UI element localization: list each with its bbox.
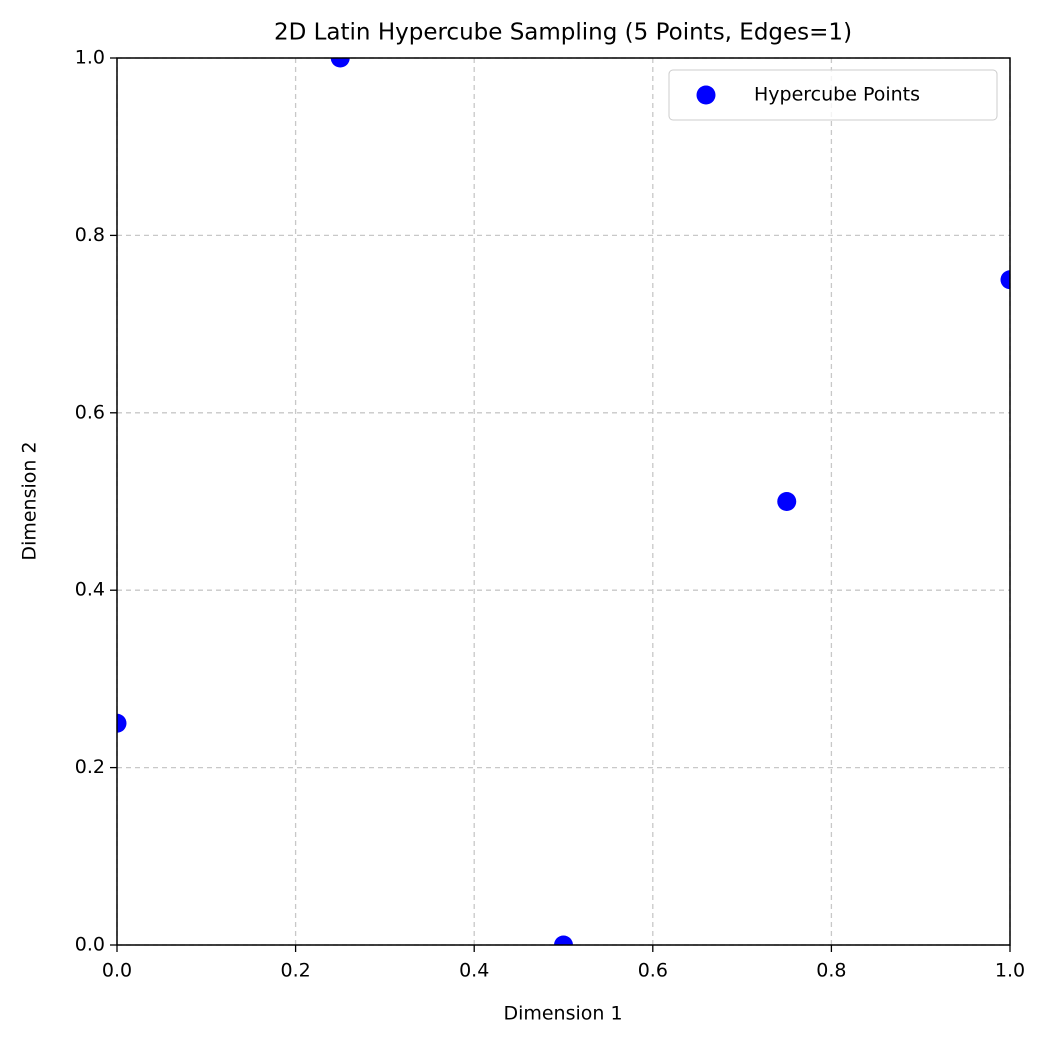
y-tick-label: 0.0 (75, 934, 105, 956)
y-tick-label: 1.0 (75, 47, 105, 69)
y-tick-label: 0.4 (75, 579, 105, 601)
chart-title: 2D Latin Hypercube Sampling (5 Points, E… (274, 20, 852, 46)
data-point (777, 492, 797, 511)
plot-area (117, 58, 1010, 945)
x-tick-label: 0.0 (102, 960, 132, 982)
data-point (330, 58, 350, 68)
legend-label: Hypercube Points (754, 84, 920, 106)
y-tick-label: 0.6 (75, 401, 105, 423)
x-tick-label: 1.0 (995, 960, 1025, 982)
legend: Hypercube Points (668, 69, 998, 121)
y-axis-label: Dimension 2 (19, 441, 41, 560)
x-tick-label: 0.2 (280, 960, 310, 982)
x-tick-label: 0.6 (638, 960, 668, 982)
data-point (117, 713, 127, 733)
legend-marker (696, 85, 716, 105)
y-tick-label: 0.2 (75, 756, 105, 778)
data-point (1000, 270, 1010, 290)
x-tick-label: 0.4 (459, 960, 489, 982)
x-tick-label: 0.8 (816, 960, 846, 982)
y-tick-label: 0.8 (75, 224, 105, 246)
axes-frame (116, 57, 1011, 946)
x-axis-label: Dimension 1 (503, 1003, 622, 1025)
data-point (554, 935, 573, 945)
legend-box (668, 69, 998, 121)
